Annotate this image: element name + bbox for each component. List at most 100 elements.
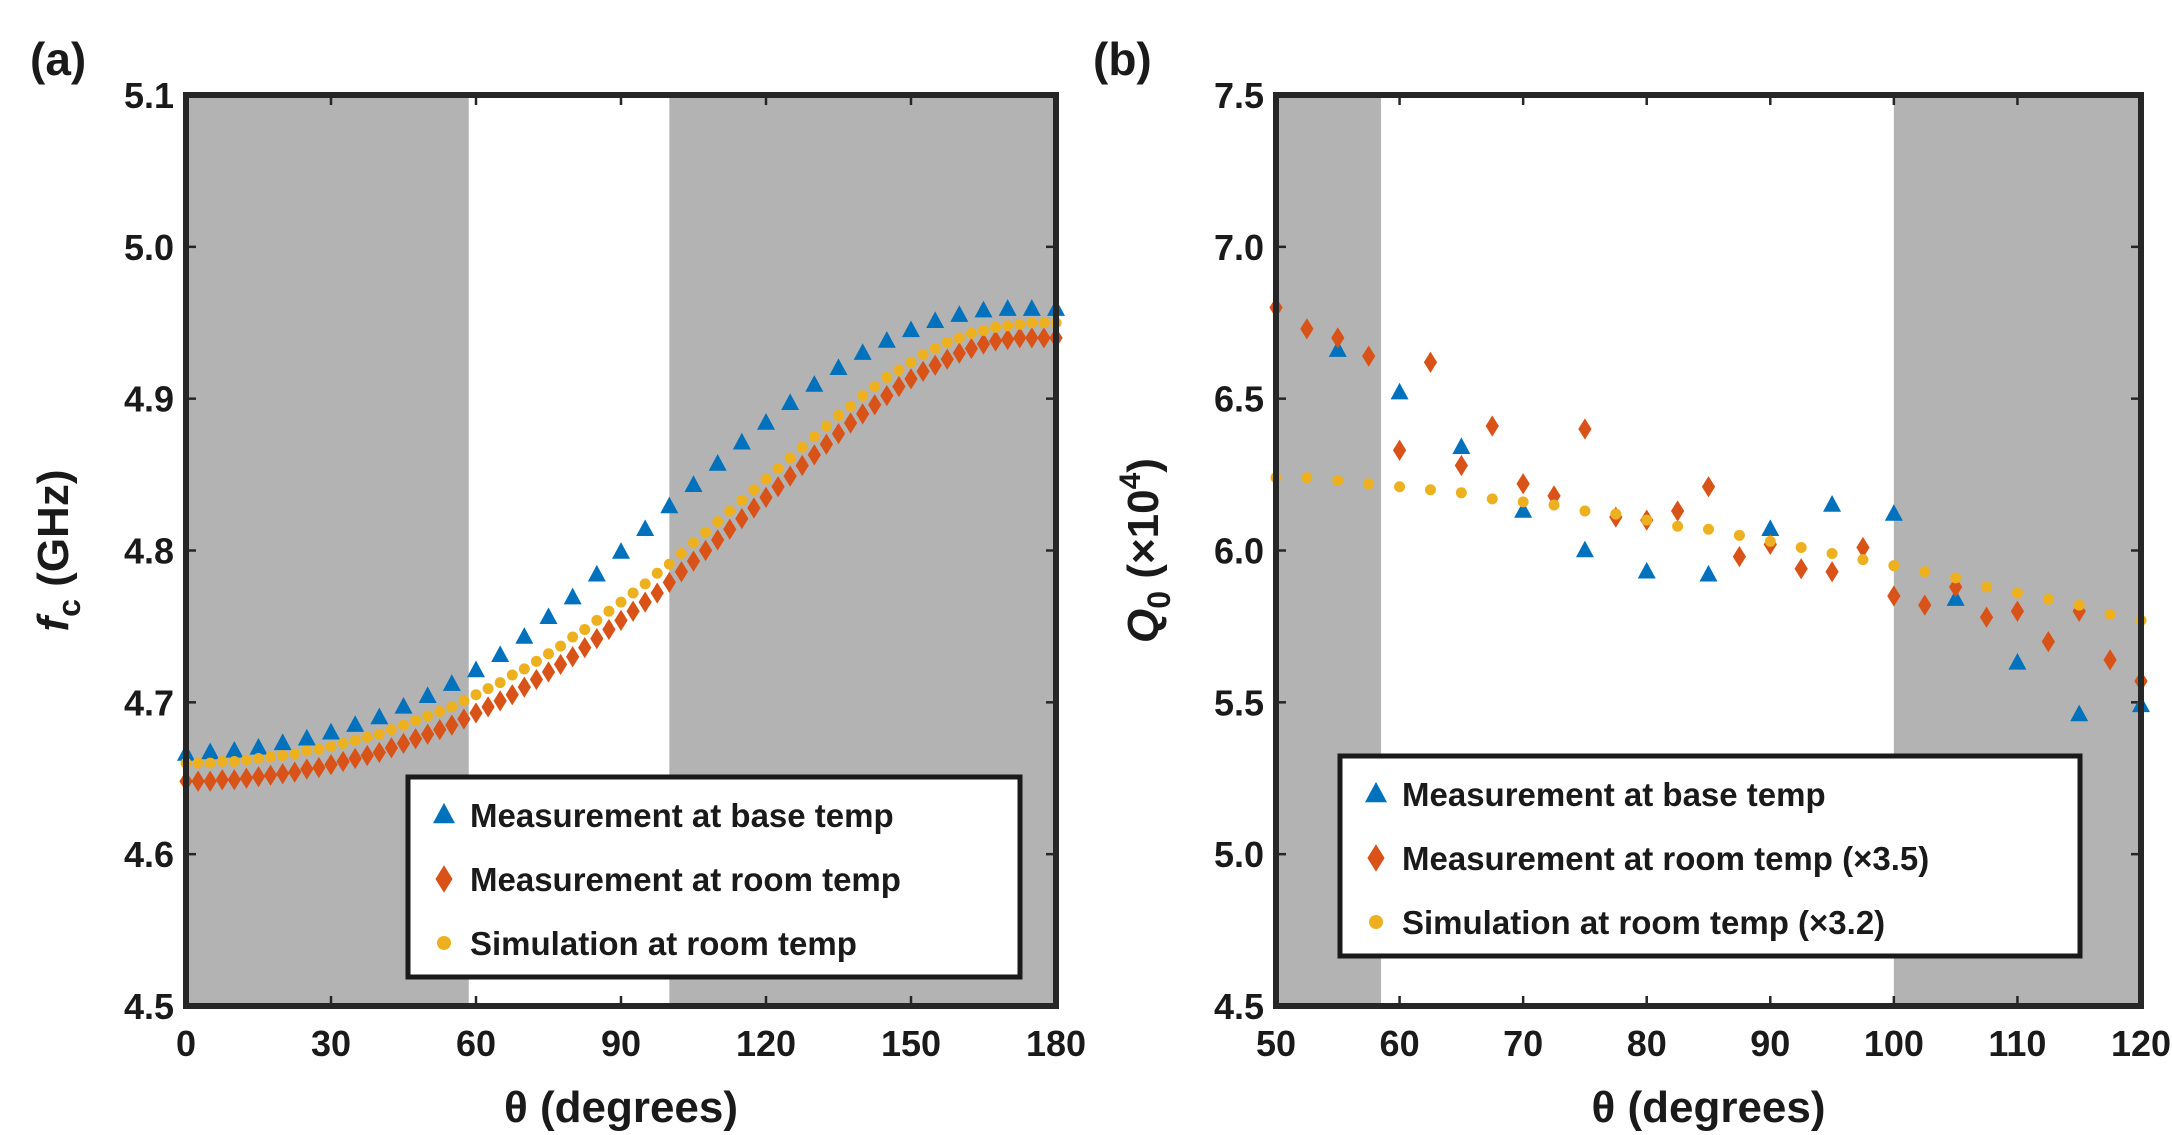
data-point (1516, 473, 1530, 495)
data-point (614, 609, 628, 631)
legend-marker-diamond (435, 865, 453, 893)
data-point (1002, 320, 1014, 332)
data-point (1331, 327, 1345, 349)
legend-marker-triangle (433, 802, 455, 824)
data-point (360, 744, 374, 767)
data-point (567, 631, 579, 643)
data-point (587, 564, 606, 582)
data-point (1514, 501, 1533, 518)
x-tick-label: 70 (1503, 1023, 1543, 1064)
data-point (590, 627, 604, 650)
data-point (518, 663, 530, 675)
data-point (398, 719, 409, 731)
data-point (759, 486, 773, 508)
data-point (215, 769, 229, 791)
data-point (1918, 594, 1932, 616)
legend-label: Measurement at base temp (470, 797, 894, 834)
panel-a: 0 30 60 90 120 150 180 4.5 4.6 4.7 4.8 4.9 5.0 5.1 θ (… (29, 33, 1086, 1132)
data-point (990, 321, 1002, 333)
data-point (747, 497, 761, 519)
data-point (877, 331, 896, 348)
data-point (442, 674, 461, 691)
data-point (917, 349, 929, 361)
data-point (1764, 535, 1776, 547)
data-point (843, 412, 858, 434)
data-point (902, 320, 920, 338)
data-point (191, 770, 205, 792)
y-tick-label: 4.5 (1214, 986, 1264, 1027)
x-tick-label: 150 (881, 1023, 941, 1064)
data-point (926, 311, 945, 328)
x-tick-label: 30 (311, 1023, 351, 1064)
axes-frame (183, 92, 1059, 1009)
data-point (712, 516, 724, 528)
data-point (1672, 520, 1684, 532)
data-point (698, 539, 713, 562)
data-point (723, 518, 737, 540)
data-point (493, 690, 507, 712)
y-axis-subscript: 0 (1141, 591, 1177, 609)
data-point (228, 756, 240, 768)
data-point (251, 766, 266, 788)
data-point (530, 655, 542, 667)
panel-label: (a) (30, 33, 86, 85)
data-point (265, 751, 277, 763)
data-point (660, 496, 679, 514)
data-point (313, 743, 325, 755)
data-point (515, 627, 534, 644)
data-point (904, 368, 918, 390)
data-point (674, 561, 689, 583)
data-point (1452, 437, 1471, 455)
data-point (578, 637, 592, 659)
data-point (627, 587, 639, 599)
data-point (434, 705, 446, 717)
data-point (857, 390, 869, 402)
data-point (394, 696, 413, 714)
x-tick-label: 100 (1864, 1023, 1924, 1064)
data-point (1979, 606, 1994, 628)
data-point (418, 686, 437, 704)
data-point (1025, 327, 1039, 349)
data-point (612, 542, 630, 559)
legend: Measurement at base temp Measurement at r… (1337, 753, 2083, 959)
data-point (253, 753, 264, 765)
data-point (819, 433, 834, 455)
data-point (421, 723, 435, 745)
data-point (1454, 454, 1468, 477)
legend-label: Measurement at room temp (×3.5) (1402, 840, 1929, 877)
data-point (1301, 472, 1313, 484)
data-point (373, 728, 385, 740)
data-point (1517, 496, 1529, 508)
data-point (553, 653, 568, 675)
data-point (831, 422, 846, 445)
data-point (201, 742, 220, 760)
data-point (2041, 630, 2055, 653)
data-point (324, 753, 338, 776)
data-point (808, 431, 820, 443)
data-point (1362, 345, 1376, 367)
data-point (446, 701, 458, 713)
data-point (539, 607, 558, 625)
x-tick-label: 60 (1380, 1023, 1420, 1064)
data-point (1733, 529, 1745, 541)
data-point (1888, 560, 1900, 572)
y-axis-close: ) (1119, 458, 1168, 473)
data-point (748, 484, 760, 496)
data-point (1486, 493, 1498, 505)
data-point (602, 618, 616, 641)
x-axis-label: θ (degrees) (1591, 1083, 1825, 1132)
data-point (724, 505, 736, 517)
x-axis-label: θ (degrees) (504, 1083, 738, 1132)
data-point (384, 737, 399, 759)
legend: Measurement at base temp Measurement at r… (405, 774, 1023, 980)
data-point (833, 409, 844, 421)
data-point (880, 385, 894, 407)
data-point (686, 550, 701, 572)
x-tick-label: 90 (601, 1023, 641, 1064)
data-point (615, 596, 627, 608)
data-point (684, 475, 703, 492)
y-axis-symbol: Q (1119, 609, 1168, 643)
data-point (1423, 351, 1438, 373)
legend-box (1337, 753, 2083, 959)
